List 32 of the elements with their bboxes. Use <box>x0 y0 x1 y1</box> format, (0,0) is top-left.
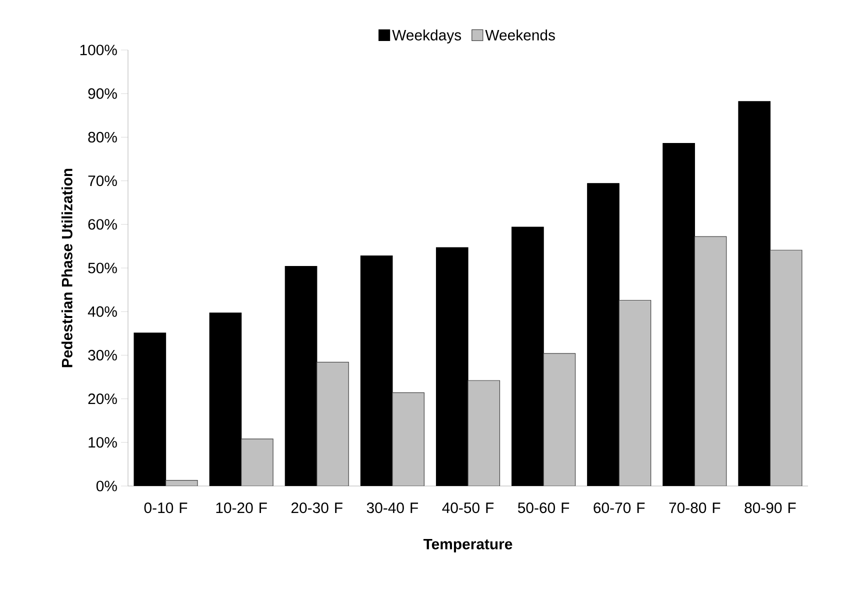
bar <box>316 362 349 486</box>
bar <box>468 380 500 486</box>
y-tick-label: 60% <box>88 219 117 230</box>
legend-label: Weekdays <box>392 29 462 44</box>
x-tick-label: 40-50 F <box>442 502 494 514</box>
bar <box>694 236 727 486</box>
y-tick-label: 30% <box>88 350 117 360</box>
y-tick-label: 10% <box>88 437 117 448</box>
bar <box>392 392 424 486</box>
x-tick-label: 20-30 F <box>291 502 342 514</box>
y-tick-label: 50% <box>88 262 117 274</box>
y-tick-label: 100% <box>80 44 117 56</box>
x-tick-label: 0-10 F <box>144 502 188 514</box>
y-tick-label: 70% <box>88 176 117 186</box>
bar <box>770 250 802 486</box>
x-tick-label: 70-80 F <box>669 502 720 514</box>
x-tick-label: 80-90 F <box>744 502 796 514</box>
y-tick-label: 80% <box>88 132 117 142</box>
x-tick-label: 30-40 F <box>366 502 418 514</box>
bar <box>543 353 576 486</box>
x-tick-label: 10-20 F <box>216 502 267 514</box>
y-axis-title: Pedestrian Phase Utilization <box>61 168 72 368</box>
x-axis-title: Temperature <box>423 538 512 552</box>
y-tick-label: 0% <box>96 480 117 492</box>
x-tick-label: 60-70 F <box>594 502 645 514</box>
x-tick-label: 50-60 F <box>518 502 570 514</box>
y-tick-label: 20% <box>88 394 117 404</box>
legend-label: Weekends <box>485 29 555 40</box>
y-tick-label: 90% <box>88 88 117 99</box>
y-tick-label: 40% <box>88 306 117 317</box>
bar <box>618 300 652 486</box>
bar <box>241 438 274 486</box>
